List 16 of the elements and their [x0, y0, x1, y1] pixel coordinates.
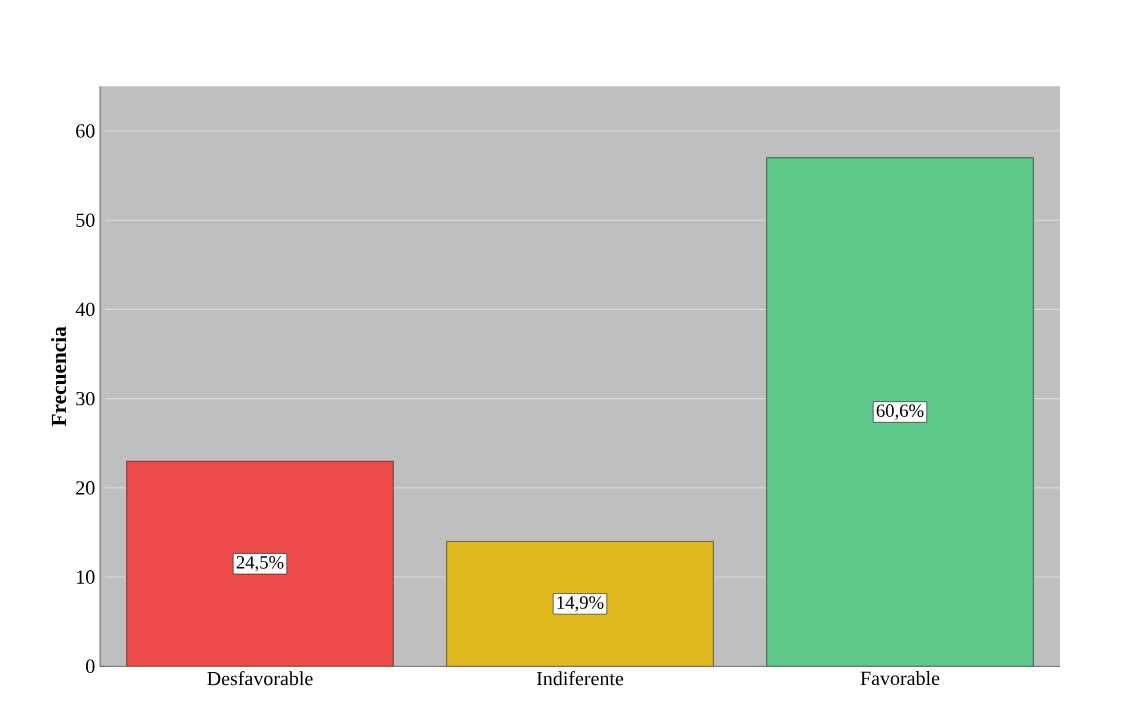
annotation: 24,5% [236, 556, 284, 572]
y-tick-label: 30 [76, 391, 95, 406]
bar [446, 541, 714, 667]
x-tick-label: Favorable [860, 671, 940, 686]
y-tick-label: 60 [76, 124, 95, 138]
y-tick-label: 40 [75, 302, 95, 317]
x-tick-label: Desfavorable [207, 671, 313, 686]
y-tick-label: 50 [76, 213, 95, 227]
y-tick-label: 20 [76, 481, 95, 495]
y-tick-label: 0 [86, 659, 95, 674]
x-tick-label: Indiferente [536, 671, 624, 686]
annotation: 14,9% [557, 596, 604, 612]
y-tick-label: 10 [77, 570, 95, 584]
y-axis-title: Frecuencia [51, 326, 67, 427]
annotation: 60,6% [876, 404, 924, 420]
bar [766, 157, 1034, 667]
